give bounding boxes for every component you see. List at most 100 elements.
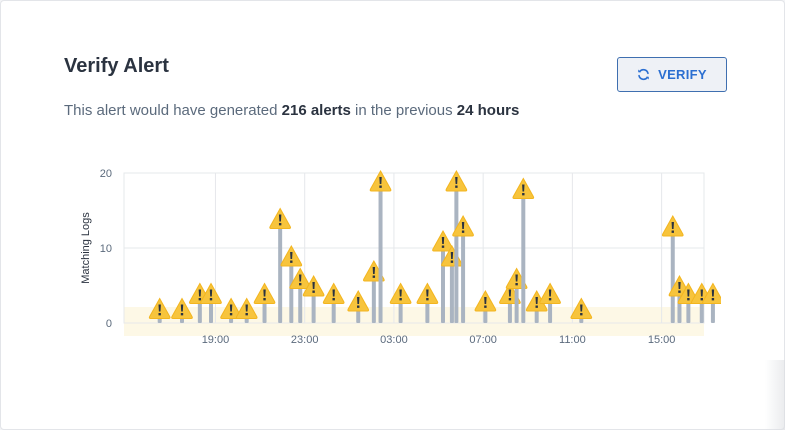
- exclamation-mark: [687, 289, 690, 301]
- x-tick-label: 07:00: [469, 334, 497, 346]
- x-tick-label: 15:00: [648, 334, 676, 346]
- exclamation-mark: [379, 177, 382, 188]
- exclamation-mark: [426, 289, 429, 301]
- alert-marker[interactable]: [200, 282, 222, 304]
- alert-marker[interactable]: [269, 207, 291, 229]
- exclamation-mark: [461, 222, 465, 233]
- exclamation-mark: [332, 289, 335, 301]
- exclamation-mark: [522, 184, 525, 196]
- alert-marker[interactable]: [347, 289, 370, 312]
- data-bar: [331, 300, 336, 323]
- y-tick-label: 0: [106, 318, 112, 330]
- summary-middle: in the previous: [350, 102, 457, 119]
- alert-marker[interactable]: [474, 289, 497, 312]
- alert-marker[interactable]: [280, 244, 303, 267]
- exclamation-mark: [548, 289, 552, 301]
- exclamation-mark: [312, 282, 315, 293]
- alert-period: 24 hours: [456, 102, 520, 119]
- data-bar: [209, 300, 213, 323]
- data-bar: [710, 300, 715, 323]
- data-bar: [686, 300, 691, 323]
- exclamation-mark: [299, 274, 302, 286]
- x-tick-label: 19:00: [202, 334, 230, 346]
- alert-marker[interactable]: [322, 282, 345, 304]
- exclamation-mark: [278, 214, 282, 226]
- alert-marker[interactable]: [661, 214, 684, 237]
- exclamation-mark: [180, 304, 184, 316]
- exclamation-mark: [198, 289, 202, 301]
- summary-text: This alert would have generated 216 aler…: [64, 102, 519, 119]
- exclamation-mark: [535, 297, 538, 308]
- data-bar: [449, 263, 454, 323]
- alert-marker[interactable]: [148, 297, 171, 319]
- data-bar: [461, 233, 466, 323]
- alert-marker[interactable]: [445, 169, 468, 192]
- alert-marker[interactable]: [432, 229, 454, 252]
- verify-button[interactable]: VERIFY: [617, 57, 727, 92]
- alert-marker[interactable]: [253, 282, 276, 304]
- plot-border: [123, 172, 705, 324]
- data-bar: [670, 233, 675, 323]
- data-bar: [483, 308, 488, 323]
- exclamation-mark: [700, 289, 703, 301]
- data-bar: [441, 248, 445, 323]
- data-bar: [548, 300, 553, 323]
- exclamation-mark: [372, 267, 376, 278]
- data-bar: [371, 278, 376, 323]
- alert-marker[interactable]: [171, 297, 193, 319]
- data-bar: [289, 263, 294, 323]
- data-bar: [507, 300, 512, 323]
- exclamation-mark: [245, 304, 248, 316]
- exclamation-mark: [290, 252, 293, 263]
- data-bar: [356, 308, 361, 323]
- alert-marker[interactable]: [702, 282, 721, 304]
- data-bar: [197, 300, 202, 323]
- exclamation-mark: [229, 304, 233, 316]
- exclamation-mark: [455, 177, 458, 188]
- refresh-icon: [638, 68, 649, 81]
- data-bar: [514, 285, 519, 323]
- alert-marker[interactable]: [570, 297, 593, 319]
- baseline-band: [124, 307, 704, 336]
- data-bar: [699, 300, 704, 323]
- exclamation-mark: [450, 252, 454, 263]
- exclamation-mark: [209, 289, 213, 301]
- exclamation-mark: [484, 297, 487, 308]
- data-bar: [311, 293, 316, 323]
- exclamation-mark: [711, 289, 715, 301]
- alert-marker[interactable]: [389, 282, 412, 304]
- data-bar: [398, 300, 403, 323]
- summary-prefix: This alert would have generated: [64, 102, 282, 119]
- y-axis-label: Matching Logs: [80, 212, 92, 284]
- data-bar: [454, 188, 459, 323]
- data-bar: [298, 285, 303, 323]
- warning-icon: [702, 282, 721, 304]
- x-tick-label: 03:00: [380, 334, 408, 346]
- data-bar: [378, 188, 383, 323]
- alert-marker[interactable]: [302, 274, 325, 297]
- alert-marker[interactable]: [452, 214, 474, 237]
- exclamation-mark: [678, 282, 681, 293]
- exclamation-mark: [671, 222, 674, 233]
- data-bar: [521, 195, 526, 323]
- exclamation-mark: [515, 274, 518, 286]
- data-bar: [425, 300, 430, 323]
- data-bar: [278, 225, 283, 323]
- scroll-shadow: [765, 360, 785, 430]
- alert-marker[interactable]: [525, 289, 548, 312]
- alert-marker[interactable]: [369, 169, 392, 192]
- exclamation-mark: [357, 297, 360, 308]
- alert-count: 216 alerts: [281, 102, 351, 119]
- alert-marker[interactable]: [512, 177, 535, 199]
- y-tick-label: 10: [100, 243, 112, 255]
- card-title: Verify Alert: [64, 55, 169, 77]
- y-tick-label: 20: [100, 168, 112, 180]
- x-tick-label: 23:00: [291, 334, 319, 346]
- data-bar: [534, 308, 539, 323]
- alert-marker[interactable]: [235, 297, 258, 319]
- alert-marker[interactable]: [416, 282, 439, 304]
- exclamation-mark: [508, 289, 512, 301]
- alert-marker[interactable]: [539, 282, 561, 304]
- exclamation-mark: [580, 304, 583, 316]
